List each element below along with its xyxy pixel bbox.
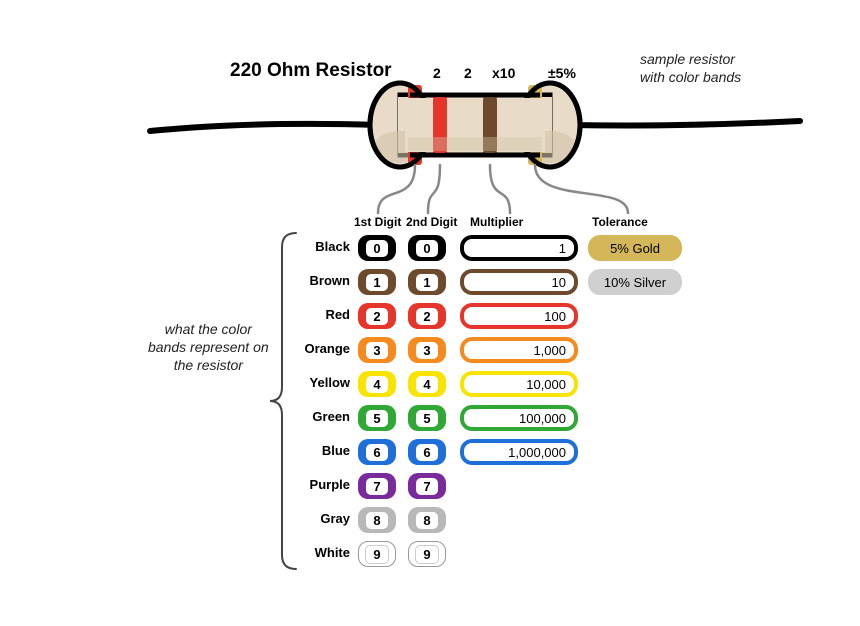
digit1-blue: 6 [358, 439, 396, 465]
col-header-d2: 2nd Digit [406, 215, 457, 229]
digit2-blue: 6 [408, 439, 446, 465]
band-label-tol: ±5% [548, 65, 576, 81]
digit1-gray: 8 [358, 507, 396, 533]
row-label-white: White [290, 545, 350, 560]
col-header-mult: Multiplier [470, 215, 523, 229]
digit1-white: 9 [358, 541, 396, 567]
tolerance-gold: 5% Gold [588, 235, 682, 261]
digit1-yellow: 4 [358, 371, 396, 397]
band-label-mult: x10 [492, 65, 515, 81]
digit2-green: 5 [408, 405, 446, 431]
row-label-black: Black [290, 239, 350, 254]
row-label-brown: Brown [290, 273, 350, 288]
digit2-purple: 7 [408, 473, 446, 499]
digit1-purple: 7 [358, 473, 396, 499]
digit2-orange: 3 [408, 337, 446, 363]
digit1-red: 2 [358, 303, 396, 329]
page-title: 220 Ohm Resistor [230, 60, 392, 82]
multiplier-blue: 1,000,000 [460, 439, 578, 465]
row-label-gray: Gray [290, 511, 350, 526]
digit1-orange: 3 [358, 337, 396, 363]
note-sample-resistor: sample resistorwith color bands [640, 50, 741, 86]
multiplier-red: 100 [460, 303, 578, 329]
band-label-d2: 2 [464, 65, 472, 81]
row-label-blue: Blue [290, 443, 350, 458]
row-label-orange: Orange [290, 341, 350, 356]
digit2-white: 9 [408, 541, 446, 567]
multiplier-green: 100,000 [460, 405, 578, 431]
row-label-red: Red [290, 307, 350, 322]
digit2-yellow: 4 [408, 371, 446, 397]
digit2-red: 2 [408, 303, 446, 329]
multiplier-black: 1 [460, 235, 578, 261]
multiplier-orange: 1,000 [460, 337, 578, 363]
row-label-yellow: Yellow [290, 375, 350, 390]
digit2-gray: 8 [408, 507, 446, 533]
row-label-purple: Purple [290, 477, 350, 492]
digit2-black: 0 [408, 235, 446, 261]
digit1-green: 5 [358, 405, 396, 431]
digit1-black: 0 [358, 235, 396, 261]
digit1-brown: 1 [358, 269, 396, 295]
digit2-brown: 1 [408, 269, 446, 295]
row-label-green: Green [290, 409, 350, 424]
band-label-d1: 2 [433, 65, 441, 81]
multiplier-brown: 10 [460, 269, 578, 295]
col-header-tol: Tolerance [592, 215, 648, 229]
col-header-d1: 1st Digit [354, 215, 401, 229]
multiplier-yellow: 10,000 [460, 371, 578, 397]
note-represent: what the colorbands represent onthe resi… [148, 320, 269, 375]
tolerance-silver: 10% Silver [588, 269, 682, 295]
